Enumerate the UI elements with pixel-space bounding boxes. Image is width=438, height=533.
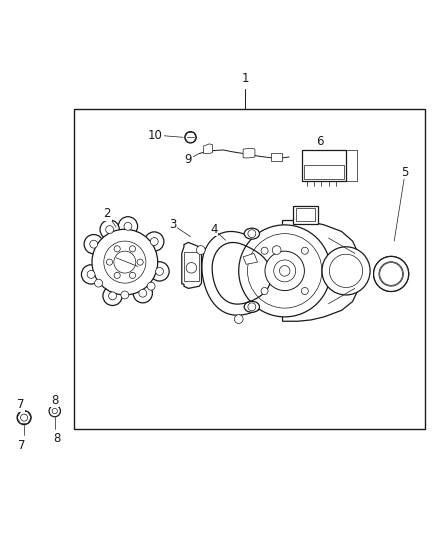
Circle shape [49, 405, 60, 417]
Circle shape [106, 259, 113, 265]
Polygon shape [202, 231, 283, 315]
Circle shape [374, 256, 409, 292]
Bar [74, 109, 425, 429]
Circle shape [130, 272, 136, 278]
Circle shape [185, 132, 196, 143]
Circle shape [265, 251, 304, 290]
Text: 7: 7 [17, 398, 25, 411]
Circle shape [114, 246, 120, 252]
Circle shape [279, 265, 290, 276]
Polygon shape [204, 144, 212, 154]
Bar [302, 150, 346, 181]
Text: 4: 4 [210, 223, 218, 236]
Circle shape [380, 263, 403, 285]
Text: 5: 5 [402, 166, 409, 179]
Circle shape [272, 246, 281, 254]
Bar [304, 165, 344, 179]
Ellipse shape [244, 228, 259, 239]
Polygon shape [243, 148, 255, 158]
Text: 3: 3 [170, 219, 177, 231]
Text: 6: 6 [316, 135, 324, 148]
Polygon shape [293, 206, 318, 223]
Circle shape [261, 247, 268, 254]
Bar [296, 208, 315, 221]
Polygon shape [243, 253, 258, 264]
Text: 2: 2 [103, 207, 111, 221]
Circle shape [95, 279, 102, 287]
Bar [184, 252, 199, 280]
Circle shape [137, 259, 143, 265]
Circle shape [114, 272, 120, 278]
Circle shape [87, 270, 95, 278]
Circle shape [121, 291, 129, 299]
Circle shape [81, 265, 101, 284]
Circle shape [374, 256, 409, 292]
Polygon shape [283, 221, 358, 321]
Circle shape [322, 247, 370, 295]
Circle shape [106, 225, 113, 233]
Circle shape [84, 235, 103, 254]
Circle shape [90, 240, 98, 248]
Circle shape [150, 238, 158, 246]
Circle shape [239, 225, 331, 317]
Circle shape [155, 268, 163, 276]
Circle shape [139, 289, 147, 297]
Polygon shape [182, 243, 201, 288]
Circle shape [147, 282, 155, 290]
Text: 1: 1 [241, 72, 249, 85]
Circle shape [124, 222, 132, 230]
Text: 9: 9 [184, 152, 192, 166]
Circle shape [145, 232, 164, 251]
Circle shape [261, 287, 268, 295]
Circle shape [301, 247, 308, 254]
Circle shape [109, 292, 117, 300]
Text: 7: 7 [18, 439, 26, 451]
Bar [271, 154, 282, 160]
Circle shape [100, 220, 119, 239]
Ellipse shape [244, 301, 259, 312]
Text: 8: 8 [51, 393, 58, 407]
Circle shape [196, 246, 205, 254]
Circle shape [379, 262, 403, 286]
Circle shape [234, 314, 243, 324]
Circle shape [103, 286, 122, 305]
Circle shape [92, 229, 158, 295]
Circle shape [52, 408, 57, 414]
Circle shape [133, 284, 152, 303]
Circle shape [17, 410, 31, 425]
Text: 8: 8 [53, 432, 60, 445]
Circle shape [118, 217, 138, 236]
Circle shape [301, 287, 308, 295]
Circle shape [150, 262, 169, 281]
Circle shape [21, 414, 28, 421]
Circle shape [130, 246, 136, 252]
Text: 10: 10 [148, 128, 163, 142]
